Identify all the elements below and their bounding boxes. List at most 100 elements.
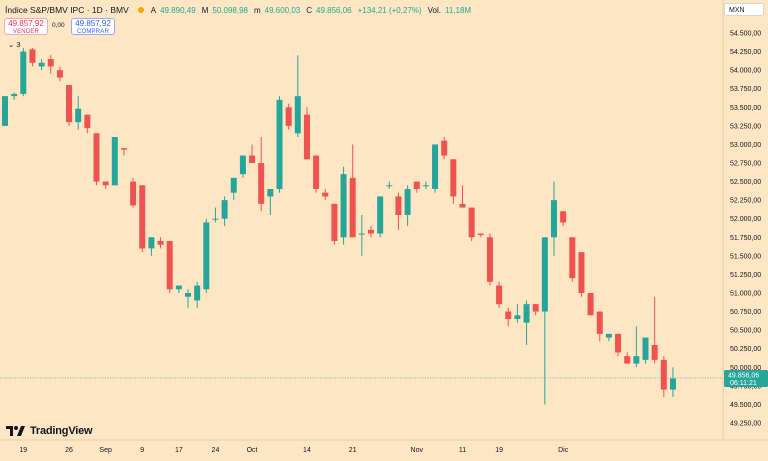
price-tick-label: 50.000,00	[730, 365, 761, 372]
price-tick-label: 51.500,00	[730, 253, 761, 260]
candle-body	[642, 337, 649, 360]
candle-body	[294, 96, 301, 134]
candle-body	[368, 229, 374, 234]
volume-label: Vol.	[427, 5, 441, 15]
bar-countdown-label: 06:11:21	[730, 380, 757, 387]
candle-body	[541, 237, 548, 312]
buy-label: COMPRAR	[76, 29, 110, 35]
candle-body	[532, 304, 539, 312]
currency-selector[interactable]: MXN	[724, 3, 764, 16]
change-value: +134,21 (+0,27%)	[357, 5, 422, 15]
candle-body	[633, 356, 640, 364]
candle-body	[139, 185, 146, 249]
last-price-tag[interactable]	[724, 369, 768, 387]
price-tick-label: 50.750,00	[730, 309, 761, 316]
candle-body	[303, 114, 310, 160]
price-tick-label: 54.000,00	[730, 68, 761, 75]
candle-body	[66, 85, 73, 123]
open-key: A	[150, 5, 157, 15]
candle-body	[578, 252, 585, 293]
open-value: 49.890,49	[160, 5, 196, 15]
price-tick-label: 52.750,00	[730, 161, 761, 168]
tradingview-logo[interactable]: TradingView	[6, 424, 93, 438]
price-tick-label: 53.250,00	[730, 123, 761, 130]
candle-body	[432, 144, 439, 189]
price-tick-label: 53.750,00	[730, 86, 761, 93]
price-tick-label: 49.250,00	[730, 421, 761, 428]
time-tick-label: 26	[65, 447, 73, 454]
price-tick-label: 50.250,00	[730, 346, 761, 353]
candle-body	[230, 177, 237, 193]
indicators-count: 3	[16, 40, 21, 49]
price-axis[interactable]: 49.250,0049.500,0049.750,0050.000,0050.2…	[730, 31, 761, 428]
candle-body	[166, 241, 173, 290]
time-tick-label: 21	[349, 447, 357, 454]
symbol-header[interactable]: Índice S&P/BMV IPC · 1D · BMV A 49.890,49…	[5, 3, 473, 17]
candle-body	[322, 192, 329, 197]
candle-body	[267, 189, 274, 197]
market-status-icon[interactable]	[137, 7, 144, 13]
candle-body	[450, 159, 457, 197]
time-tick-label: Nov	[411, 447, 424, 454]
candle-body	[102, 181, 109, 186]
buy-button[interactable]: 49.857,92 COMPRAR	[71, 18, 115, 35]
price-tick-label: 52.500,00	[730, 179, 761, 186]
high-key: M	[201, 5, 209, 15]
time-tick-label: Dic	[558, 447, 569, 454]
time-tick-label: 17	[175, 447, 183, 454]
candle-body	[185, 293, 191, 297]
candle-body	[2, 96, 8, 126]
candle-body	[377, 196, 384, 234]
grid-layer	[0, 0, 768, 441]
candle-body	[505, 311, 512, 319]
candle-body	[120, 148, 127, 150]
candle-body	[111, 137, 118, 186]
price-tick-label: 50.500,00	[730, 328, 761, 335]
candle-body	[605, 333, 612, 338]
candle-body	[203, 222, 210, 290]
candles-layer	[2, 47, 676, 405]
candle-body	[130, 181, 137, 206]
candle-body	[148, 237, 155, 249]
candle-body	[358, 233, 365, 235]
sell-label: VENDER	[12, 29, 40, 35]
candle-body	[551, 200, 557, 238]
candle-body	[413, 181, 420, 189]
candle-body	[75, 108, 82, 123]
candle-body	[221, 200, 228, 219]
candle-body	[624, 356, 631, 364]
price-tick-label: 49.500,00	[730, 402, 761, 409]
price-tick-label: 53.000,00	[730, 142, 761, 149]
candle-body	[340, 174, 347, 238]
candle-body	[84, 114, 91, 129]
candle-body	[651, 345, 658, 360]
candle-body	[194, 285, 201, 301]
sell-button[interactable]: 49.857,92 VENDER	[4, 18, 48, 35]
time-tick-label: Oct	[247, 447, 258, 454]
indicators-toggle[interactable]: ⌄ 3	[8, 40, 21, 49]
time-tick-label: 14	[303, 447, 311, 454]
candle-body	[615, 333, 622, 353]
candle-body	[496, 285, 503, 305]
candle-body	[157, 241, 164, 245]
sell-price: 49.857,92	[8, 19, 44, 28]
time-tick-label: 19	[495, 447, 503, 454]
time-tick-label: 19	[19, 447, 27, 454]
chevron-down-icon[interactable]: ⌄	[8, 40, 15, 49]
candle-body	[523, 304, 530, 323]
candle-body	[38, 62, 45, 67]
candle-body	[386, 185, 393, 187]
time-tick-label: 11	[459, 447, 466, 454]
candle-body	[560, 211, 567, 223]
symbol-title[interactable]: Índice S&P/BMV IPC · 1D · BMV	[5, 5, 129, 15]
candle-body	[11, 93, 18, 97]
time-axis[interactable]: 19 26 Sep 9 17 24 Oct 14 21 Nov 11 19 Dic	[19, 447, 568, 454]
candle-body	[56, 70, 63, 78]
volume-value: 11,18M	[445, 5, 472, 15]
candle-body	[514, 315, 521, 319]
low-key: m	[253, 5, 261, 15]
candle-body	[441, 140, 448, 156]
candle-body	[349, 177, 356, 238]
